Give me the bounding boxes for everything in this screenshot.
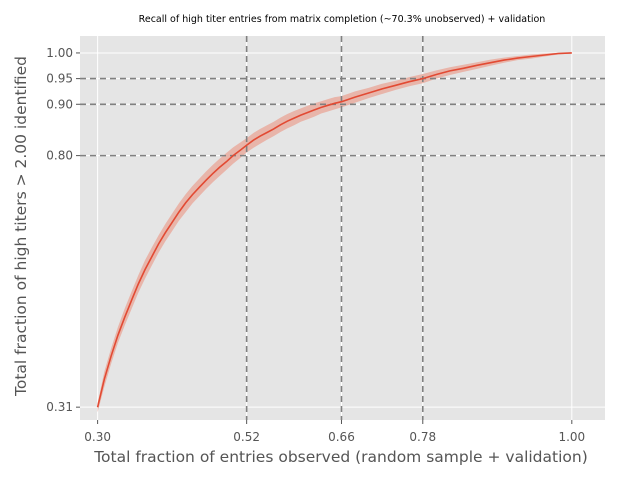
- y-tick-label: 0.80: [46, 149, 73, 163]
- y-axis-ticks: 0.31 0.80 0.90 0.95 1.00: [46, 46, 80, 414]
- x-tick-label: 0.30: [84, 430, 111, 444]
- x-tick-label: 1.00: [558, 430, 585, 444]
- x-tick-label: 0.66: [328, 430, 355, 444]
- y-tick-label: 1.00: [46, 46, 73, 60]
- x-tick-label: 0.52: [233, 430, 260, 444]
- y-axis-label: Total fraction of high titers > 2.00 ide…: [12, 56, 30, 397]
- x-axis-label: Total fraction of entries observed (rand…: [93, 448, 588, 466]
- y-tick-label: 0.31: [46, 400, 73, 414]
- x-tick-label: 0.78: [409, 430, 436, 444]
- plot-area: [80, 36, 605, 420]
- reference-lines: [80, 36, 605, 420]
- x-axis-ticks: 0.30 0.52 0.66 0.78 1.00: [84, 420, 585, 444]
- y-tick-label: 0.90: [46, 97, 73, 111]
- chart-title: Recall of high titer entries from matrix…: [139, 14, 546, 25]
- y-tick-label: 0.95: [46, 72, 73, 86]
- recall-line: [96, 52, 572, 408]
